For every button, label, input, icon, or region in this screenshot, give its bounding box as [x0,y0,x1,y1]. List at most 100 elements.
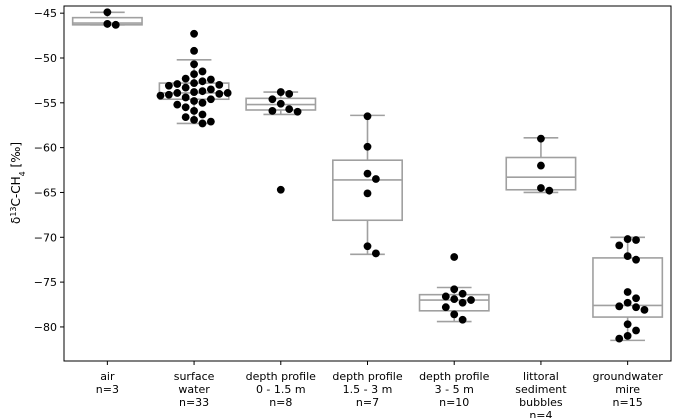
y-tick-label: −55 [34,97,57,110]
data-point [173,80,182,88]
data-point [363,142,372,151]
y-axis: −45 −50 −55 −60 −65 −70 −75 −80 [34,7,64,334]
data-point [450,310,459,319]
data-point [450,285,459,294]
data-point [537,161,545,170]
data-point [206,75,215,84]
x-category-label: 1.5 - 3 m [343,383,393,396]
data-point [198,87,207,96]
data-point [206,95,215,104]
x-category-label: 3 - 5 m [435,383,474,396]
data-point [190,46,198,55]
data-point [206,117,215,126]
data-point [173,100,182,109]
data-point [215,89,224,98]
x-category-label: depth profile [332,370,402,383]
data-point [190,60,198,69]
data-point [450,253,459,261]
x-category-label: littoral [523,370,559,383]
x-category-label: n=7 [356,396,379,409]
data-point [458,315,467,324]
data-point [223,89,232,97]
data-point [190,79,198,87]
data-point [181,74,190,83]
data-point [198,110,207,119]
data-point [198,77,207,86]
box-6 [592,236,664,342]
data-point [190,115,198,124]
x-category-label: 0 - 1.5 m [256,383,306,396]
x-category-label: air [100,370,115,383]
data-point [450,295,459,304]
data-point [164,90,173,99]
points-layer [103,8,649,343]
y-tick-label: −60 [34,142,57,155]
data-point [198,67,207,76]
data-point [623,235,632,243]
y-tick-label: −70 [34,231,57,244]
data-point [363,242,372,251]
data-point [293,107,302,116]
x-category-label: depth profile [246,370,316,383]
data-point [181,103,190,112]
data-point [156,91,165,100]
data-point [103,20,112,28]
data-point [103,8,112,17]
x-category-label: n=15 [613,396,643,409]
data-point [181,113,190,122]
x-category-label: n=33 [179,396,209,409]
y-tick-label: −80 [34,321,57,334]
data-point [623,331,632,340]
data-point [623,320,632,329]
data-point [268,106,277,115]
y-tick-label: −75 [34,276,57,289]
data-point [285,89,294,98]
data-point [615,241,624,250]
data-point [441,303,450,312]
x-category-label: n=3 [96,383,119,396]
x-category-label: groundwater [593,370,664,383]
x-category-label: water [178,383,210,396]
x-category-label: n=10 [439,396,469,409]
x-category-label: sediment [515,383,567,396]
data-point [363,169,372,178]
data-point [173,89,182,97]
data-point [276,88,285,96]
data-point [372,175,380,183]
x-category-label: n=8 [269,396,292,409]
data-point [363,189,372,198]
data-point [198,98,207,107]
x-category-label: bubbles [519,396,563,409]
data-point [181,93,190,102]
y-axis-title: δ13C-CH4 [‰] [9,142,27,224]
data-point [640,306,649,314]
data-point [190,106,198,115]
data-point [215,80,224,89]
data-point [198,119,207,128]
data-point [632,255,640,264]
data-point [190,97,198,105]
data-point [190,88,198,96]
data-point [537,184,545,192]
data-point [276,185,285,194]
data-point [206,85,215,94]
data-point [190,29,198,38]
y-tick-label: −45 [34,7,57,20]
data-point [632,303,640,312]
y-tick-label: −65 [34,186,57,199]
data-point [615,334,624,343]
data-point [623,298,632,307]
data-point [458,289,467,298]
x-category-label: n=4 [529,409,552,418]
data-point [467,296,475,304]
data-point [458,298,467,307]
data-point [545,186,554,195]
data-point [181,83,190,92]
x-category-label: depth profile [419,370,489,383]
data-point [372,249,380,258]
data-point [285,105,294,113]
data-point [164,81,173,90]
box-3 [332,114,403,256]
